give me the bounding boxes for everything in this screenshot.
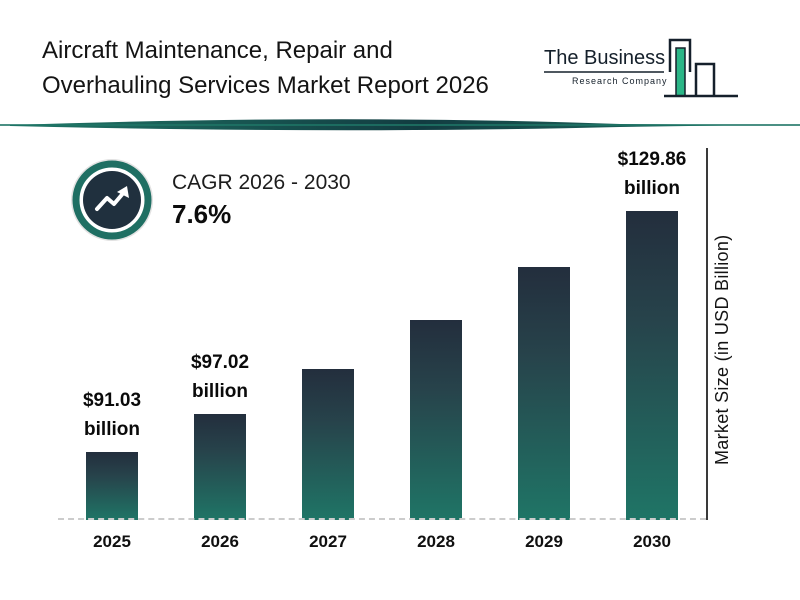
cagr-value: 7.6% <box>172 198 232 229</box>
report-title-line1: Aircraft Maintenance, Repair and <box>42 37 393 64</box>
logo-text-main: The Business <box>544 47 665 69</box>
bar-group-2029: 2029 <box>498 140 590 551</box>
bar-value-label-2025: $91.03 billion <box>82 390 142 440</box>
bar-2027 <box>302 369 354 520</box>
bar-value-label-2026: $97.02 billion <box>190 352 250 402</box>
bar-group-2027: 2027 <box>282 140 374 551</box>
bar-2026 <box>194 414 246 520</box>
x-tick-2028: 2028 <box>417 532 455 551</box>
x-tick-2030: 2030 <box>633 532 671 551</box>
bar-2028 <box>410 320 462 520</box>
cagr-block: CAGR 2026 - 2030 7.6% <box>70 158 351 242</box>
bars-container: $91.03 billion 2025 $97.02 billion 2026 2027 20… <box>58 140 706 551</box>
trending-up-icon <box>71 159 153 241</box>
bar-group-2026: $97.02 billion 2026 <box>174 140 266 551</box>
chart-baseline <box>58 518 706 520</box>
bar-group-2030: $129.86 billion 2030 <box>606 140 698 551</box>
cagr-label: CAGR 2026 - 2030 <box>172 170 351 194</box>
company-logo: The Business Research Company <box>542 34 752 114</box>
bar-2030 <box>626 211 678 520</box>
bar-value-label-2030: $129.86 billion <box>617 149 687 199</box>
bar-2029 <box>518 267 570 520</box>
x-tick-2026: 2026 <box>201 532 239 551</box>
y-axis-line <box>706 148 708 520</box>
logo-text-sub: Research Company <box>572 76 668 86</box>
divider-swoosh <box>0 118 800 134</box>
x-tick-2029: 2029 <box>525 532 563 551</box>
report-title: Aircraft Maintenance, Repair and Overhau… <box>42 34 562 104</box>
company-logo-graphic: The Business Research Company <box>544 38 738 98</box>
y-axis-label: Market Size (in USD Billion) <box>712 234 732 466</box>
x-tick-2027: 2027 <box>309 532 347 551</box>
cagr-text: CAGR 2026 - 2030 7.6% <box>172 171 351 230</box>
bar-group-2025: $91.03 billion 2025 <box>66 140 158 551</box>
report-title-line2: Overhauling Services Market Report 2026 <box>42 71 489 99</box>
bar-group-2028: 2028 <box>390 140 482 551</box>
bar-chart: $91.03 billion 2025 $97.02 billion 2026 2027 20… <box>58 140 706 551</box>
x-tick-2025: 2025 <box>93 532 131 551</box>
bar-2025 <box>86 452 138 520</box>
logo-bars-icon <box>664 38 738 98</box>
